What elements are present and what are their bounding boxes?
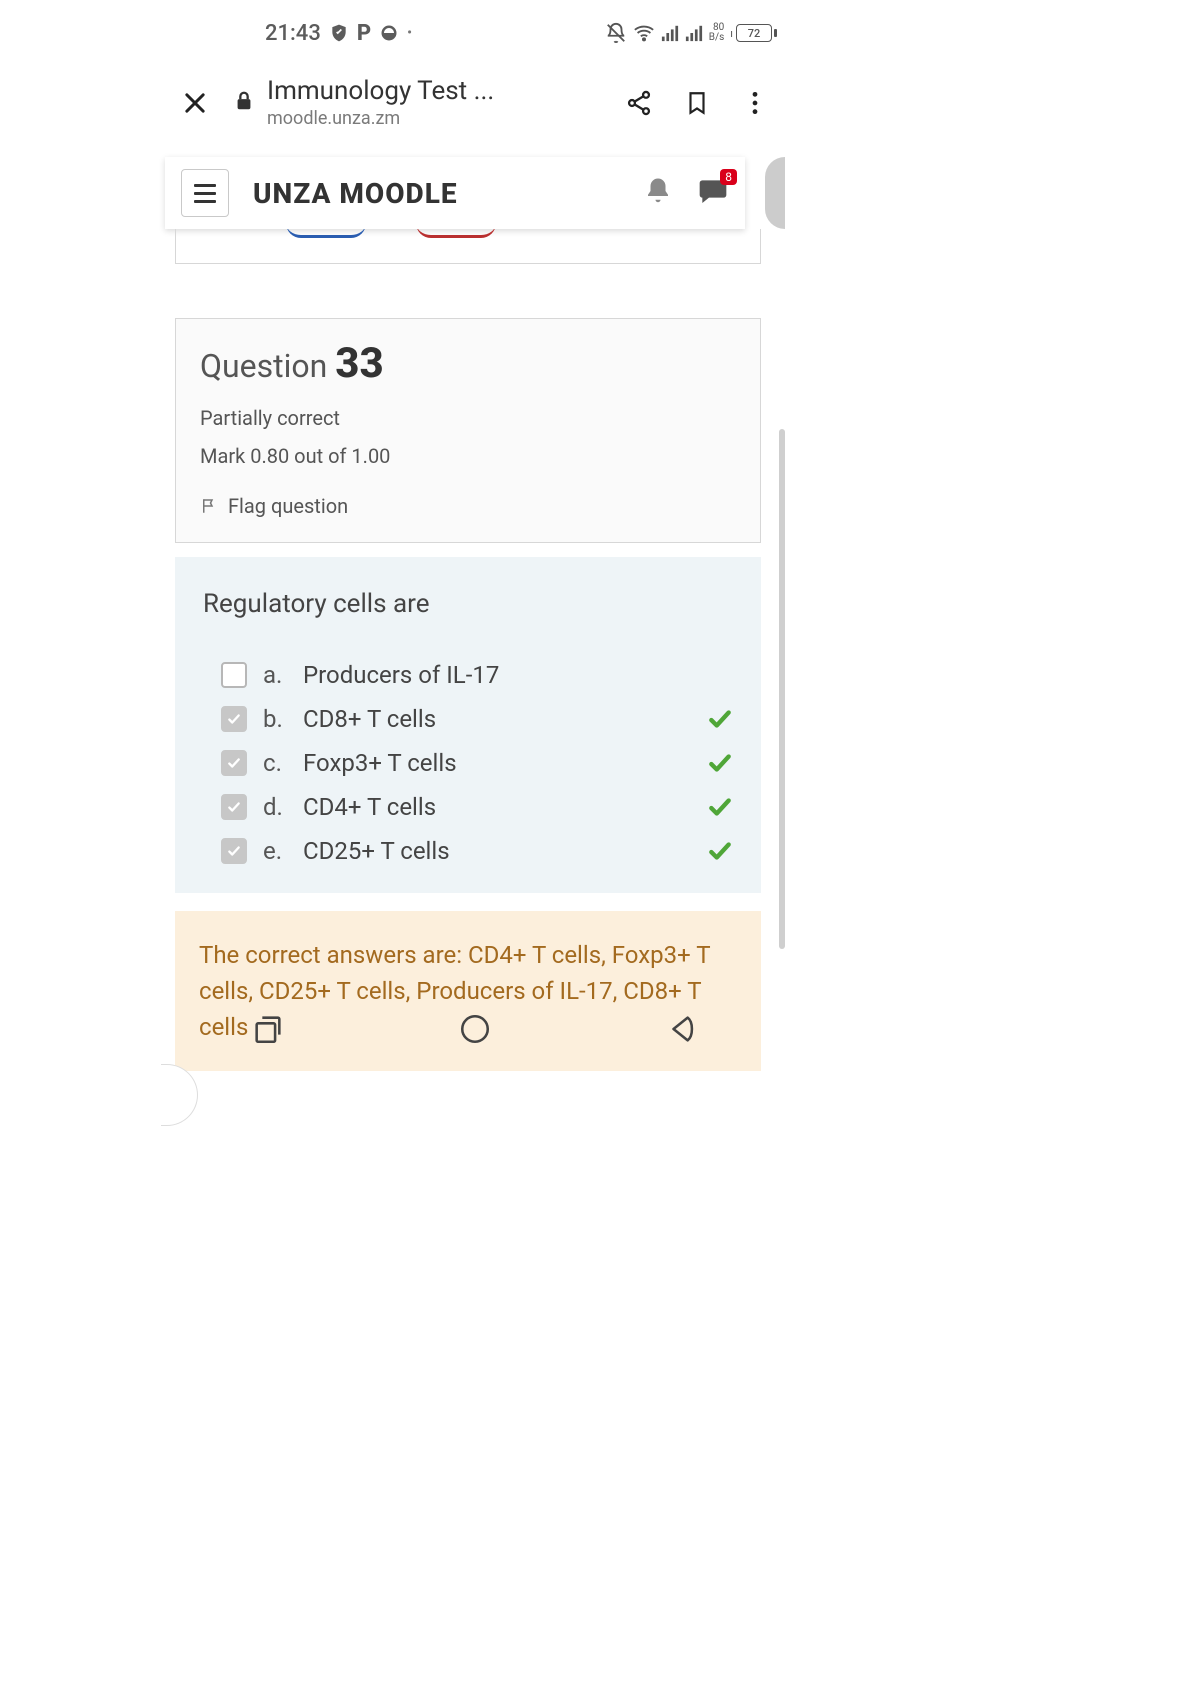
answer-checkbox[interactable] xyxy=(221,794,247,820)
flag-question-link[interactable]: Flag question xyxy=(200,494,736,518)
flag-question-label: Flag question xyxy=(228,494,348,518)
answer-label: CD8+ T cells xyxy=(303,705,691,733)
net-rate: 80 B/s xyxy=(709,23,725,43)
answer-letter: a. xyxy=(263,661,287,689)
lock-icon xyxy=(233,90,255,116)
previous-card-bottom xyxy=(175,229,761,264)
answer-row: b. CD8+ T cells xyxy=(221,705,733,733)
recents-button[interactable] xyxy=(251,1012,285,1050)
correct-check-icon xyxy=(707,706,733,732)
answer-row: a. Producers of IL-17 xyxy=(221,661,733,689)
signal-2-icon xyxy=(685,24,703,42)
answer-checkbox[interactable] xyxy=(221,662,247,688)
bookmark-button[interactable] xyxy=(677,90,717,116)
side-handle[interactable] xyxy=(161,1064,198,1126)
question-info: Question 33 Partially correct Mark 0.80 … xyxy=(175,318,761,543)
notifications-button[interactable] xyxy=(643,176,673,210)
question-mark: Mark 0.80 out of 1.00 xyxy=(200,444,736,468)
menu-button[interactable] xyxy=(181,169,229,217)
eye-comfort-icon xyxy=(379,23,399,43)
site-brand[interactable]: UNZA MOODLE xyxy=(253,177,619,210)
answer-checkbox[interactable] xyxy=(221,706,247,732)
site-header: UNZA MOODLE 8 xyxy=(165,157,745,229)
question-number: 33 xyxy=(335,339,383,388)
wifi-icon xyxy=(633,22,655,44)
scroll-thumb[interactable] xyxy=(779,429,785,949)
answer-label: Foxp3+ T cells xyxy=(303,749,691,777)
back-button[interactable] xyxy=(665,1012,699,1050)
answer-row: d. CD4+ T cells xyxy=(221,793,733,821)
share-button[interactable] xyxy=(619,89,659,117)
answer-letter: b. xyxy=(263,705,287,733)
status-time: 21:43 xyxy=(265,21,321,46)
answer-letter: c. xyxy=(263,749,287,777)
question-label: Question xyxy=(200,347,327,385)
messages-badge: 8 xyxy=(720,169,737,185)
home-button[interactable] xyxy=(458,1012,492,1050)
scrollbar[interactable] xyxy=(773,229,785,1071)
answer-row: c. Foxp3+ T cells xyxy=(221,749,733,777)
mute-icon xyxy=(605,22,627,44)
correct-check-icon xyxy=(707,794,733,820)
answer-row: e. CD25+ T cells xyxy=(221,837,733,865)
answer-label: Producers of IL-17 xyxy=(303,661,733,689)
answers-list: a. Producers of IL-17 b. CD8+ T cells c. Foxp… xyxy=(203,661,733,865)
answer-checkbox[interactable] xyxy=(221,838,247,864)
close-tab-button[interactable] xyxy=(175,89,215,117)
android-nav-bar xyxy=(165,991,785,1071)
more-notifications-dot: • xyxy=(407,25,412,41)
answer-label: CD25+ T cells xyxy=(303,837,691,865)
correct-check-icon xyxy=(707,750,733,776)
signal-1-icon xyxy=(661,24,679,42)
answer-checkbox[interactable] xyxy=(221,750,247,776)
question-body: Regulatory cells are a. Producers of IL-1… xyxy=(175,557,761,893)
status-bar: 21:43 P • xyxy=(165,10,785,56)
more-options-button[interactable] xyxy=(735,90,775,116)
answer-label: CD4+ T cells xyxy=(303,793,691,821)
battery-icon: ı 72 xyxy=(730,24,777,42)
parking-icon: P xyxy=(357,21,371,46)
messages-button[interactable]: 8 xyxy=(697,175,729,211)
avatar[interactable] xyxy=(765,157,785,229)
page-title: Immunology Test ... xyxy=(267,76,494,106)
browser-bar: Immunology Test ... moodle.unza.zm xyxy=(165,56,785,157)
question-text: Regulatory cells are xyxy=(203,589,733,619)
question-status: Partially correct xyxy=(200,406,736,430)
answer-letter: e. xyxy=(263,837,287,865)
shield-check-icon xyxy=(329,23,349,43)
correct-check-icon xyxy=(707,838,733,864)
page-url: moodle.unza.zm xyxy=(267,108,494,129)
answer-letter: d. xyxy=(263,793,287,821)
